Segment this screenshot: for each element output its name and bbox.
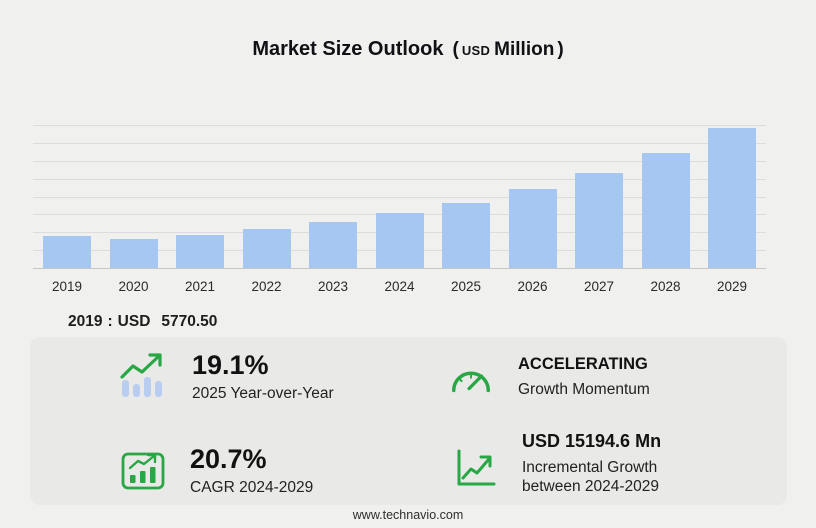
chart-column: 2020 (109, 125, 158, 294)
bar-2027 (575, 173, 623, 268)
bar-area (575, 125, 623, 268)
baseline-currency: USD (117, 313, 151, 330)
x-axis-label: 2026 (517, 279, 548, 294)
gridline (33, 125, 766, 126)
stats-panel: 19.1% 2025 Year-over-Year ACCELERATING G… (30, 337, 787, 505)
chart-column: 2021 (176, 125, 224, 294)
bar-chart-trend-up-icon (118, 353, 170, 404)
bar-2021 (176, 235, 224, 268)
chart-column: 2024 (375, 125, 424, 294)
stat-yoy: 19.1% 2025 Year-over-Year (118, 351, 334, 404)
baseline-separator: : (107, 313, 113, 330)
stat-incremental: USD 15194.6 Mn Incremental Growth betwee… (452, 431, 661, 496)
market-size-bar-chart: 2019 2020 2021 2022 2023 2024 2025 2026 2027 2028… (33, 125, 766, 294)
chart-column: 2022 (242, 125, 291, 294)
chart-bars: 2019 2020 2021 2022 2023 2024 2025 2026 2027 2028… (33, 125, 766, 294)
gridline (33, 143, 766, 144)
chart-column: 2028 (641, 125, 690, 294)
baseline-value: 5770.50 (161, 313, 218, 330)
bar-2026 (508, 189, 557, 268)
gridline (33, 161, 766, 162)
momentum-label: Growth Momentum (518, 380, 650, 398)
bar-area (641, 125, 690, 268)
x-axis-line (33, 268, 766, 269)
title-unit: Million (494, 39, 555, 60)
momentum-value: ACCELERATING (518, 355, 648, 373)
gridline (33, 197, 766, 198)
title-currency: USD (461, 43, 491, 58)
x-axis-label: 2022 (251, 279, 282, 294)
bar-area (375, 125, 424, 268)
title-main: Market Size Outlook (252, 38, 444, 60)
x-axis-label: 2025 (450, 279, 482, 294)
cagr-label: CAGR 2024-2029 (190, 479, 314, 497)
x-axis-label: 2020 (118, 279, 149, 294)
x-axis-label: 2021 (184, 279, 216, 294)
chart-column: 2029 (708, 125, 756, 294)
bar-area (309, 125, 357, 268)
bar-area (708, 125, 756, 268)
yoy-label: 2025 Year-over-Year (192, 385, 334, 403)
speedometer-icon (448, 359, 494, 402)
bar-area (242, 125, 291, 268)
title-close-paren: ) (557, 39, 564, 60)
title-open-paren: ( (452, 39, 459, 60)
bar-2019 (43, 236, 91, 268)
chart-column: 2027 (575, 125, 623, 294)
bar-2020 (109, 239, 158, 268)
bar-2022 (242, 229, 291, 268)
bar-area (43, 125, 91, 268)
chart-column: 2026 (508, 125, 557, 294)
gridline (33, 179, 766, 180)
bar-area (442, 125, 490, 268)
x-axis-label: 2029 (716, 279, 748, 294)
incremental-label-line2: between 2024-2029 (522, 477, 660, 495)
bar-2029 (708, 128, 756, 268)
incremental-label-line1: Incremental Growth (522, 458, 658, 476)
bar-area (176, 125, 224, 268)
chart-column: 2025 (442, 125, 490, 294)
bar-2023 (309, 222, 357, 268)
chart-column: 2023 (309, 125, 357, 294)
x-axis-label: 2019 (51, 279, 83, 294)
boxed-growth-chart-icon (120, 445, 166, 496)
x-axis-label: 2027 (583, 279, 615, 294)
line-graph-arrow-icon (452, 445, 498, 496)
cagr-value: 20.7% (190, 444, 267, 474)
bar-area (508, 125, 557, 268)
bar-2024 (375, 213, 424, 268)
stat-momentum: ACCELERATING Growth Momentum (448, 355, 650, 402)
website-url[interactable]: www.technavio.com (352, 508, 464, 522)
x-axis-label: 2028 (650, 279, 681, 294)
bar-2025 (442, 203, 490, 268)
page-title: Market Size Outlook (USD Million) (0, 38, 816, 61)
baseline-year: 2019 (68, 313, 103, 330)
baseline-annotation: 2019: USD 5770.50 (68, 313, 217, 331)
yoy-value: 19.1% (192, 350, 269, 380)
x-axis-label: 2024 (384, 279, 415, 294)
x-axis-label: 2023 (317, 279, 349, 294)
chart-column: 2019 (43, 125, 91, 294)
stat-cagr: 20.7% CAGR 2024-2029 (120, 445, 313, 498)
bar-2028 (641, 153, 690, 268)
incremental-value: USD 15194.6 Mn (522, 431, 662, 451)
bar-area (109, 125, 158, 268)
